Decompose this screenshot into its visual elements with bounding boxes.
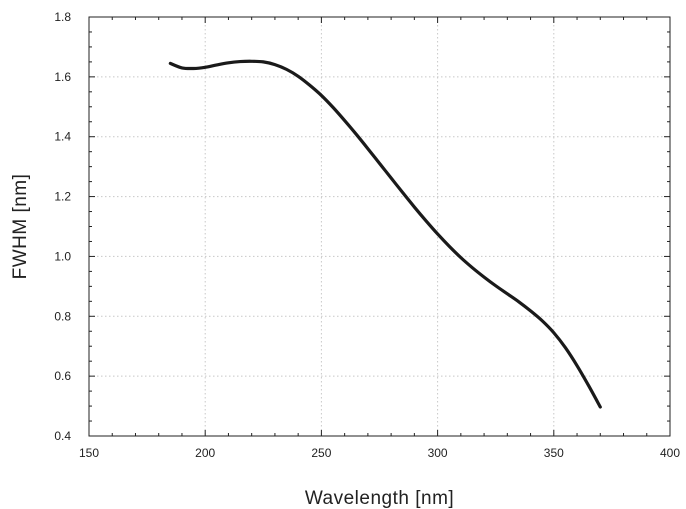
- grid: [89, 17, 670, 436]
- plot-area-frame: [88, 16, 671, 437]
- x-tick-label: 350: [544, 446, 564, 460]
- x-tick-label: 250: [311, 446, 331, 460]
- series-layer: [168, 59, 602, 409]
- y-tick-label: 1.0: [54, 249, 71, 263]
- y-axis-title: FWHM [nm]: [10, 174, 31, 280]
- y-tick-label: 1.4: [54, 130, 71, 144]
- y-tick-label: 1.2: [54, 190, 71, 204]
- tick-labels: 150 200 250 300 350 400 0.4 0.6 0.8 1.0 1.2 1.4 1.6 1…: [54, 10, 680, 460]
- x-tick-label: 300: [428, 446, 448, 460]
- fwhm-series-line: [168, 59, 602, 409]
- y-tick-label: 0.4: [54, 429, 71, 443]
- y-tick-label: 0.8: [54, 309, 71, 323]
- x-axis-title: Wavelength [nm]: [305, 488, 454, 509]
- x-tick-label: 150: [79, 446, 99, 460]
- x-tick-label: 200: [195, 446, 215, 460]
- y-tick-label: 1.8: [54, 10, 71, 24]
- x-tick-label: 400: [660, 446, 680, 460]
- y-tick-label: 0.6: [54, 369, 71, 383]
- y-tick-label: 1.6: [54, 70, 71, 84]
